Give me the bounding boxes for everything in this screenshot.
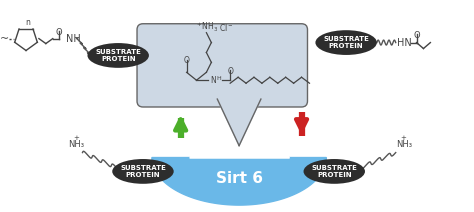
Polygon shape [152, 158, 326, 205]
Text: O: O [227, 67, 233, 76]
Text: Cl$^-$: Cl$^-$ [219, 22, 234, 33]
Text: +: + [73, 135, 80, 141]
Ellipse shape [303, 159, 365, 184]
Ellipse shape [112, 159, 173, 184]
Text: N: N [210, 76, 216, 85]
Text: NH₃: NH₃ [396, 140, 411, 149]
Text: n: n [26, 18, 30, 27]
Text: SUBSTRATE
PROTEIN: SUBSTRATE PROTEIN [120, 165, 166, 178]
Text: SUBSTRATE
PROTEIN: SUBSTRATE PROTEIN [311, 165, 357, 178]
Text: O: O [183, 56, 190, 66]
Text: SUBSTRATE
PROTEIN: SUBSTRATE PROTEIN [323, 36, 369, 49]
Ellipse shape [88, 43, 149, 68]
FancyBboxPatch shape [137, 24, 308, 107]
Polygon shape [217, 99, 261, 146]
Text: HN: HN [397, 38, 411, 47]
Text: O: O [55, 28, 62, 37]
Text: +: + [401, 135, 407, 141]
Text: Sirt 6: Sirt 6 [216, 172, 263, 186]
Text: SUBSTRATE
PROTEIN: SUBSTRATE PROTEIN [95, 49, 141, 62]
Text: NH₃: NH₃ [69, 140, 84, 149]
Text: $^+$NH$_3$: $^+$NH$_3$ [195, 21, 218, 34]
Text: NH: NH [66, 34, 81, 44]
Ellipse shape [315, 30, 377, 55]
Text: O: O [413, 31, 420, 40]
Text: ~: ~ [0, 34, 9, 44]
Text: H: H [216, 76, 221, 81]
